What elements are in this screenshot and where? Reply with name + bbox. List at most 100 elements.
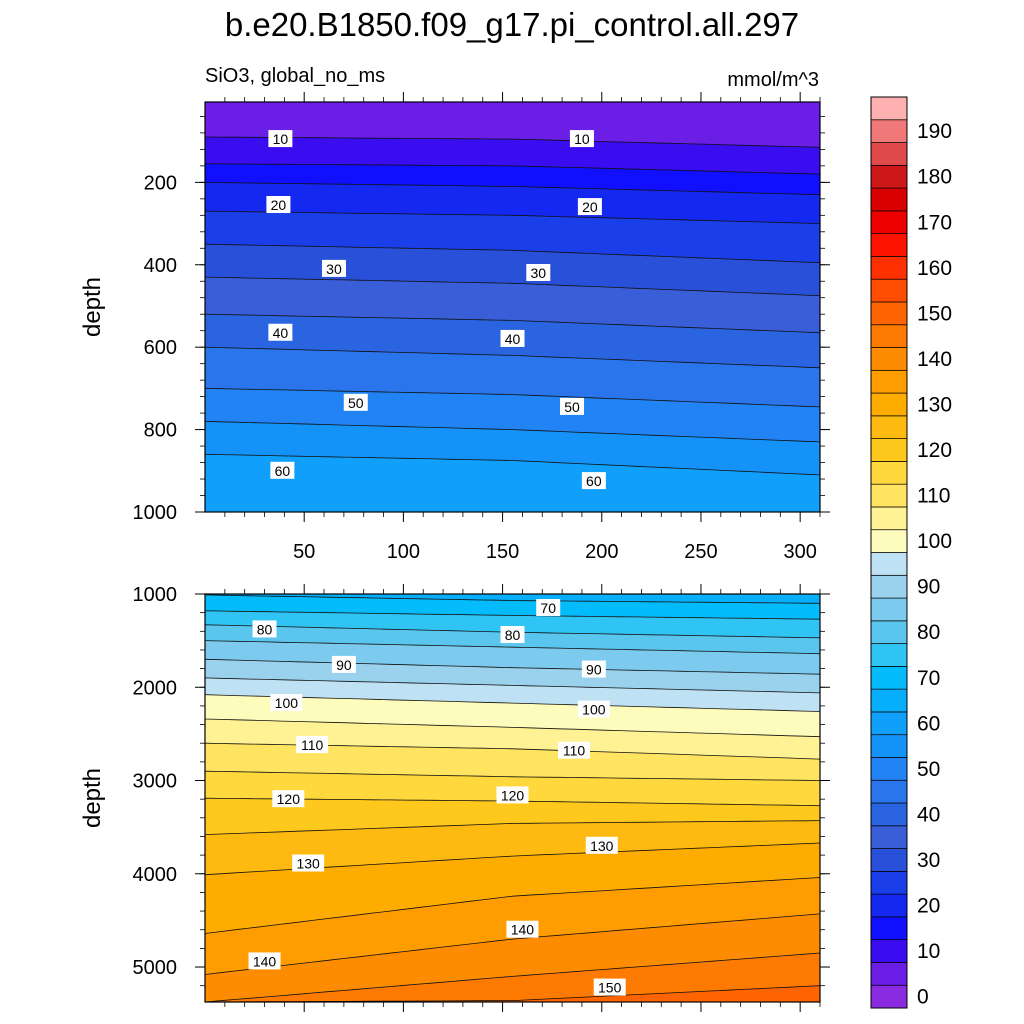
colorbar-segment <box>870 438 908 462</box>
contour-label: 90 <box>336 657 352 673</box>
colorbar-segment <box>870 164 908 189</box>
colorbar-segment <box>870 893 908 918</box>
colorbar-label: 100 <box>917 530 952 553</box>
y-tick-label: 200 <box>144 172 177 194</box>
contour-label-box <box>296 736 329 754</box>
upper-panel: 10 10 20 20 30 30 40 40 50 50 60 60 200 400 600 800 1000… <box>79 92 830 563</box>
contour-label: 130 <box>296 856 320 872</box>
plot-frame <box>204 593 821 1003</box>
colorbar-label: 60 <box>917 712 940 735</box>
contour-fills <box>205 594 820 1002</box>
y-tick-label: 600 <box>144 337 177 359</box>
colorbar-segment <box>870 506 908 531</box>
x-tick-label: 50 <box>293 541 315 563</box>
colorbar-segment <box>870 711 908 736</box>
colorbar-label: 140 <box>917 348 952 371</box>
colorbar-segment <box>870 392 908 417</box>
contour-label-box <box>506 920 539 938</box>
colorbar-segment <box>870 529 908 553</box>
colorbar-label: 160 <box>917 257 952 280</box>
colorbar-segment <box>870 757 908 781</box>
colorbar-label: 0 <box>917 986 929 1009</box>
colorbar-label: 80 <box>917 621 940 644</box>
colorbar-segment <box>870 415 908 439</box>
colorbar-label: 190 <box>917 120 952 143</box>
x-tick-label: 150 <box>486 541 519 563</box>
contour-label: 10 <box>273 131 289 147</box>
x-tick-label: 300 <box>783 541 816 563</box>
contour-label: 60 <box>275 463 291 479</box>
colorbar-label: 70 <box>917 667 940 690</box>
contour-label-box <box>268 323 293 341</box>
colorbar-segment <box>870 119 908 143</box>
contour-label-box <box>526 264 551 282</box>
colorbar-label: 130 <box>917 393 952 416</box>
colorbar-segment <box>870 962 908 986</box>
contour-line <box>205 163 820 175</box>
contour-line <box>205 610 820 620</box>
colorbar-segment <box>870 779 908 804</box>
contour-label: 90 <box>586 662 602 678</box>
contour-label: 60 <box>586 473 602 489</box>
contour-line <box>205 594 820 604</box>
contour-line <box>205 313 820 334</box>
contour-label-box <box>270 694 303 712</box>
contour-line <box>205 276 820 297</box>
y-axis-label: depth <box>79 277 106 337</box>
contour-label-box <box>581 472 606 490</box>
contour-label: 30 <box>531 265 547 281</box>
contour-label: 140 <box>253 953 277 969</box>
y-axis: 1000 2000 3000 4000 5000 <box>133 584 830 987</box>
colorbar-segment <box>870 347 908 371</box>
contour-label: 80 <box>257 621 273 637</box>
contour-label-box <box>593 978 626 996</box>
y-tick-label: 2000 <box>133 677 178 699</box>
contour-line <box>205 770 820 781</box>
contour-line <box>205 877 820 934</box>
colorbar-frame <box>870 96 908 1009</box>
x-axis <box>224 584 821 1012</box>
colorbar-label: 120 <box>917 439 952 462</box>
chart-title: b.e20.B1850.f09_g17.pi_control.all.297 <box>225 6 799 43</box>
contour-line <box>205 346 820 369</box>
contour-label: 150 <box>598 980 622 996</box>
colorbar-segment <box>870 620 908 644</box>
plot-frame <box>204 101 821 513</box>
contour-label: 100 <box>582 702 606 718</box>
x-tick-label: 250 <box>684 541 717 563</box>
contour-label-box <box>268 130 293 148</box>
colorbar-segment <box>870 666 908 690</box>
colorbar-segment <box>870 256 908 280</box>
contour-labels: 70 80 80 90 90 100 100 110 110 120 120 130 130 140 140… <box>248 598 626 996</box>
contour-line <box>205 677 820 694</box>
contour-lines <box>205 136 820 476</box>
contour-line <box>205 243 820 264</box>
contour-label: 40 <box>505 331 521 347</box>
colorbar-segment <box>870 210 908 234</box>
contour-line <box>205 718 820 738</box>
colorbar-segment <box>870 597 908 622</box>
y-axis: 200 400 600 800 1000 <box>133 116 830 524</box>
x-tick-label: 200 <box>585 541 618 563</box>
colorbar-label: 20 <box>917 895 940 918</box>
contour-label-box <box>581 660 606 678</box>
contour-label-box <box>331 655 356 673</box>
colorbar-label: 110 <box>917 485 950 508</box>
contour-line <box>205 952 820 1002</box>
colorbar-label: 30 <box>917 849 940 872</box>
contour-line <box>205 640 820 655</box>
contour-label-box <box>252 620 277 638</box>
contour-label: 120 <box>501 787 525 803</box>
contour-label-box <box>569 130 594 148</box>
contour-line <box>205 453 820 476</box>
contour-label: 140 <box>511 922 535 938</box>
contour-label: 20 <box>271 197 287 213</box>
colorbar-label: 50 <box>917 758 940 781</box>
contour-label: 40 <box>273 325 289 341</box>
contour-line <box>205 210 820 224</box>
colorbar-segment <box>870 187 908 212</box>
contour-label-box <box>560 397 585 415</box>
contour-label: 20 <box>582 199 598 215</box>
contour-line <box>205 136 820 148</box>
